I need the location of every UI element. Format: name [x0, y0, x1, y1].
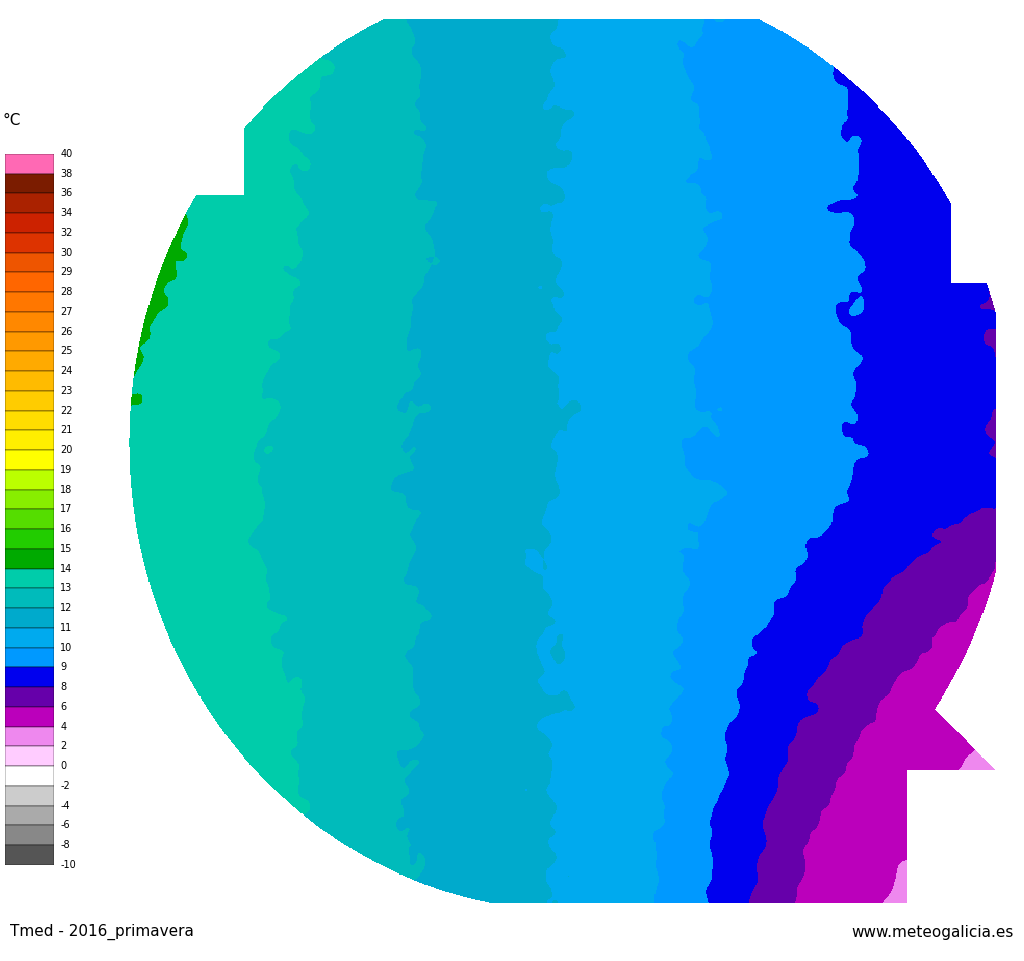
Text: 34: 34 [60, 208, 73, 218]
Text: 40: 40 [60, 149, 73, 159]
Text: www.meteogalicia.es: www.meteogalicia.es [851, 924, 1014, 940]
Text: 6: 6 [60, 702, 67, 712]
Bar [5, 766, 54, 786]
Bar [5, 233, 54, 253]
Text: -2: -2 [60, 781, 70, 791]
Bar [5, 825, 54, 845]
Bar [5, 410, 54, 431]
Bar [5, 588, 54, 608]
Text: 28: 28 [60, 287, 73, 297]
Text: 13: 13 [60, 583, 73, 593]
Text: 16: 16 [60, 524, 73, 534]
Text: 17: 17 [60, 505, 73, 514]
Text: 20: 20 [60, 445, 73, 456]
Bar [5, 174, 54, 193]
Bar [5, 628, 54, 648]
Text: 4: 4 [60, 722, 67, 731]
Bar [5, 727, 54, 747]
Bar [5, 292, 54, 311]
Text: 18: 18 [60, 484, 73, 495]
Bar [5, 213, 54, 233]
Text: 32: 32 [60, 228, 73, 237]
Text: -6: -6 [60, 821, 70, 830]
Bar [5, 332, 54, 352]
Text: 29: 29 [60, 267, 73, 278]
Bar [5, 253, 54, 272]
Text: 12: 12 [60, 604, 73, 613]
Bar [5, 193, 54, 213]
Text: 38: 38 [60, 168, 73, 179]
Text: 24: 24 [60, 366, 73, 376]
Bar [5, 608, 54, 628]
Text: 10: 10 [60, 643, 73, 653]
Text: Tmed - 2016_primavera: Tmed - 2016_primavera [10, 924, 195, 940]
Bar [5, 489, 54, 509]
Text: 23: 23 [60, 385, 73, 396]
Bar [5, 569, 54, 588]
Text: -8: -8 [60, 840, 70, 850]
Bar [5, 805, 54, 825]
Text: 21: 21 [60, 426, 73, 435]
Bar [5, 371, 54, 391]
Text: 22: 22 [60, 406, 73, 415]
Text: 11: 11 [60, 623, 73, 633]
Bar [5, 786, 54, 805]
Text: 0: 0 [60, 761, 67, 771]
Bar [5, 747, 54, 766]
Bar [5, 687, 54, 707]
Text: 9: 9 [60, 662, 67, 673]
Bar [5, 509, 54, 530]
Bar [5, 311, 54, 332]
Bar [5, 530, 54, 549]
Text: 15: 15 [60, 544, 73, 554]
Bar [5, 352, 54, 371]
Bar [5, 470, 54, 489]
Bar [5, 272, 54, 292]
Text: 19: 19 [60, 465, 73, 475]
Bar [5, 648, 54, 667]
Text: -4: -4 [60, 801, 70, 811]
Bar [5, 707, 54, 727]
Text: 25: 25 [60, 346, 73, 357]
Text: 30: 30 [60, 248, 73, 258]
Text: 27: 27 [60, 307, 73, 317]
Text: 26: 26 [60, 327, 73, 336]
Text: 2: 2 [60, 741, 67, 752]
Text: 14: 14 [60, 563, 73, 574]
Text: 8: 8 [60, 682, 67, 692]
Text: °C: °C [3, 113, 22, 128]
Text: 36: 36 [60, 188, 73, 198]
Bar [5, 549, 54, 569]
Bar [5, 391, 54, 410]
Text: -10: -10 [60, 860, 76, 870]
Bar [5, 667, 54, 687]
Bar [5, 154, 54, 174]
Bar [5, 431, 54, 450]
Bar [5, 845, 54, 865]
Bar [5, 450, 54, 470]
